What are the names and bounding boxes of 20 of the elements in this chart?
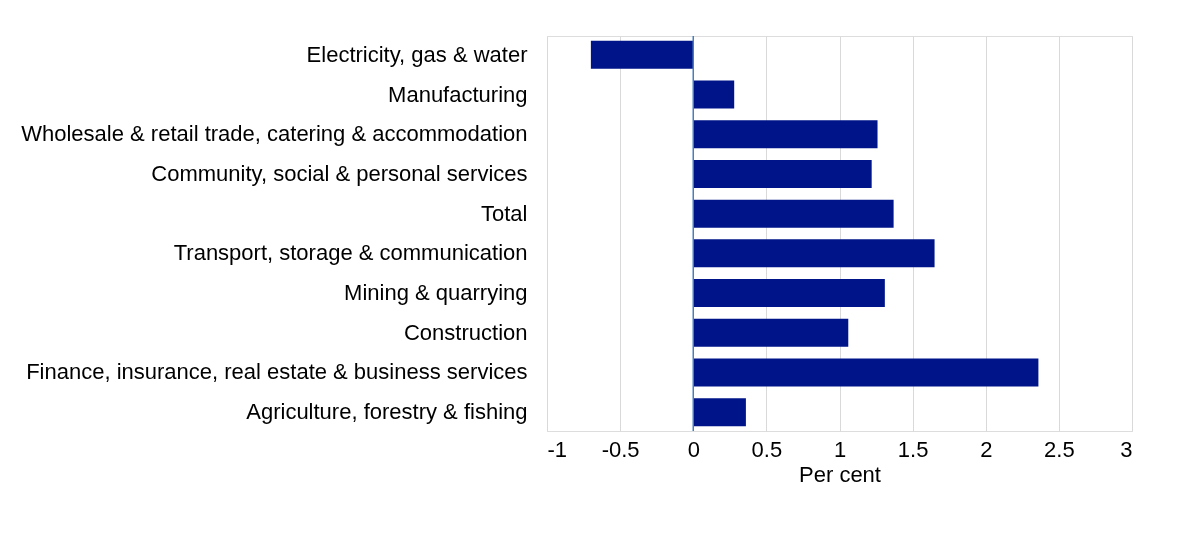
x-tick-label: 3 <box>1120 436 1133 462</box>
y-tick-label: Construction <box>403 319 528 345</box>
x-tick-label: 1.5 <box>897 436 929 462</box>
y-tick-label: Finance, insurance, real estate & business services <box>26 359 528 385</box>
x-tick-label: 0.5 <box>751 436 783 462</box>
y-tick-label: Transport, storage & communication <box>173 240 528 266</box>
y-tick-label: Mining & quarrying <box>344 280 528 306</box>
y-tick-label: Community, social & personal services <box>151 160 528 186</box>
x-tick-label: -0.5 <box>601 436 640 462</box>
x-tick-label: 0 <box>687 436 700 462</box>
y-tick-label: Manufacturing <box>388 81 528 107</box>
x-tick-label: 2 <box>980 436 993 462</box>
y-tick-label: Wholesale & retail trade, catering & accommodation <box>21 121 528 147</box>
y-tick-label: Total <box>481 200 528 226</box>
y-tick-label: Electricity, gas & water <box>306 41 528 67</box>
x-tick-label: 2.5 <box>1044 436 1075 462</box>
x-tick-label: 1 <box>833 436 847 462</box>
x-axis-title: Per cent <box>799 461 881 487</box>
x-tick-label: -1 <box>547 436 568 462</box>
y-tick-label: Agriculture, forestry & fishing <box>246 399 528 425</box>
